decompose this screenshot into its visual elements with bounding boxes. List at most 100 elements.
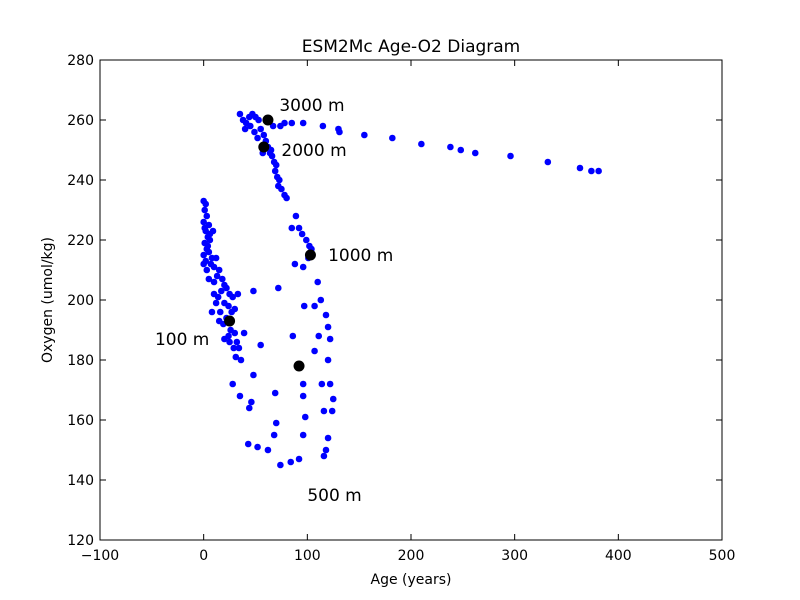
- data-point: [320, 407, 328, 415]
- data-point: [471, 149, 479, 157]
- data-point: [295, 455, 303, 463]
- data-point: [267, 146, 275, 154]
- data-point: [225, 302, 232, 310]
- data-point: [299, 119, 307, 127]
- annotations: 3000 m 2000 m 1000 m 100 m 500 m: [155, 96, 393, 506]
- x-tick-label: 300: [501, 548, 528, 564]
- data-point: [317, 296, 325, 304]
- y-tick-label: 140: [67, 473, 94, 489]
- y-tick-label: 160: [67, 413, 94, 429]
- data-point: [299, 380, 307, 388]
- data-point: [272, 419, 280, 427]
- data-point: [244, 440, 252, 448]
- data-point: [210, 263, 218, 271]
- data-point: [210, 278, 218, 286]
- chart-title: ESM2Mc Age-O2 Diagram: [302, 37, 521, 57]
- data-point: [212, 254, 220, 262]
- data-point: [289, 332, 297, 340]
- data-point: [302, 236, 310, 244]
- data-point: [311, 302, 318, 310]
- data-point: [328, 407, 336, 415]
- x-tick-label: 200: [398, 548, 425, 564]
- data-point: [204, 242, 212, 250]
- data-point: [281, 119, 288, 127]
- data-point: [275, 284, 282, 292]
- data-point: [200, 218, 207, 226]
- data-point: [595, 167, 602, 175]
- data-point: [264, 446, 272, 454]
- depth-annotation: 500 m: [307, 486, 361, 506]
- data-point: [201, 206, 209, 214]
- data-point: [301, 413, 309, 421]
- data-point: [271, 389, 279, 397]
- data-point: [201, 224, 209, 232]
- data-point: [226, 338, 233, 346]
- data-point: [209, 227, 217, 235]
- data-point: [235, 344, 243, 352]
- data-point: [228, 308, 235, 316]
- data-point: [248, 398, 255, 406]
- y-tick-label: 180: [67, 353, 94, 369]
- data-point: [544, 158, 552, 166]
- data-point: [257, 125, 264, 133]
- data-point: [588, 167, 595, 175]
- data-point: [200, 251, 207, 259]
- data-point: [292, 212, 300, 220]
- data-point: [271, 167, 279, 175]
- data-point: [240, 329, 248, 337]
- data-point: [324, 323, 332, 331]
- data-point: [299, 431, 307, 439]
- data-point: [277, 461, 284, 469]
- data-point: [269, 122, 277, 130]
- data-point: [206, 236, 214, 244]
- data-point: [254, 443, 261, 451]
- data-point: [447, 143, 454, 151]
- data-point: [205, 275, 213, 283]
- data-point: [389, 134, 396, 142]
- data-point: [233, 338, 241, 346]
- data-point: [418, 140, 425, 148]
- data-point: [245, 404, 253, 412]
- y-axis-label: Oxygen (umol/kg): [40, 237, 56, 363]
- data-point: [299, 392, 307, 400]
- data-point: [299, 263, 307, 271]
- data-point: [300, 302, 308, 310]
- data-point: [217, 287, 225, 295]
- data-point: [203, 266, 211, 274]
- x-tick-label: −100: [81, 548, 119, 564]
- data-point: [250, 287, 257, 295]
- depth-annotation: 100 m: [155, 330, 209, 350]
- data-point: [322, 311, 330, 319]
- data-point: [270, 431, 278, 439]
- data-point: [311, 347, 318, 355]
- data-point: [326, 380, 334, 388]
- data-point: [212, 299, 220, 307]
- data-point: [329, 395, 337, 403]
- data-point: [210, 290, 218, 298]
- axis-ticks: −100 0 100 200 300 400 500 120 140 160 180 200 220 24…: [67, 53, 735, 564]
- x-tick-label: 0: [199, 548, 208, 564]
- data-point: [260, 131, 268, 139]
- depth-marker: [258, 141, 270, 153]
- data-point: [287, 458, 295, 466]
- data-point: [326, 335, 334, 343]
- data-point: [276, 176, 283, 184]
- data-point: [320, 452, 328, 460]
- y-tick-label: 220: [67, 233, 94, 249]
- data-point: [295, 224, 303, 232]
- data-point: [251, 128, 258, 136]
- data-point: [315, 332, 323, 340]
- depth-marker: [262, 114, 274, 126]
- depth-marker: [293, 360, 305, 372]
- data-point: [223, 284, 230, 292]
- data-point: [237, 356, 245, 364]
- data-point: [324, 356, 332, 364]
- data-point: [272, 161, 280, 169]
- data-point: [200, 260, 207, 268]
- data-point: [257, 341, 264, 349]
- depth-marker: [304, 249, 316, 261]
- data-point: [241, 125, 249, 133]
- data-point: [216, 308, 224, 316]
- x-axis-label: Age (years): [371, 572, 452, 588]
